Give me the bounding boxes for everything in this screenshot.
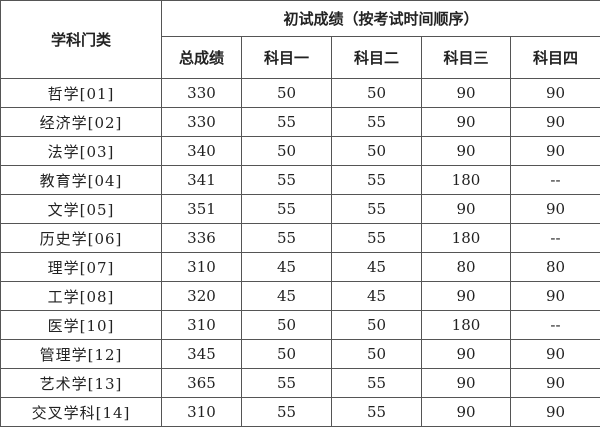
subject-2-cell: 50 xyxy=(332,311,422,340)
total-score-cell: 310 xyxy=(162,311,242,340)
subject-1-cell: 55 xyxy=(242,224,332,253)
subject-2-cell: 45 xyxy=(332,253,422,282)
subject-1-cell: 45 xyxy=(242,253,332,282)
discipline-cell: 工学[08] xyxy=(1,282,162,311)
subject-4-cell: 90 xyxy=(511,369,600,398)
subject-1-cell: 50 xyxy=(242,311,332,340)
subject-3-cell: 80 xyxy=(422,253,511,282)
discipline-cell: 经济学[02] xyxy=(1,108,162,137)
subject-3-cell: 90 xyxy=(422,369,511,398)
subject-2-cell: 55 xyxy=(332,224,422,253)
subject-3-cell: 90 xyxy=(422,195,511,224)
total-score-cell: 330 xyxy=(162,79,242,108)
column-header-subject-4: 科目四 xyxy=(511,37,600,79)
subject-4-cell: 90 xyxy=(511,398,600,427)
subject-3-cell: 90 xyxy=(422,108,511,137)
discipline-header: 学科门类 xyxy=(1,1,162,79)
subject-3-cell: 90 xyxy=(422,398,511,427)
subject-1-cell: 50 xyxy=(242,340,332,369)
column-header-total: 总成绩 xyxy=(162,37,242,79)
total-score-cell: 320 xyxy=(162,282,242,311)
total-score-cell: 365 xyxy=(162,369,242,398)
subject-2-cell: 55 xyxy=(332,166,422,195)
subject-4-cell: -- xyxy=(511,311,600,340)
discipline-cell: 医学[10] xyxy=(1,311,162,340)
total-score-cell: 310 xyxy=(162,253,242,282)
subject-1-cell: 55 xyxy=(242,369,332,398)
subject-4-cell: 90 xyxy=(511,282,600,311)
discipline-cell: 历史学[06] xyxy=(1,224,162,253)
subject-4-cell: 90 xyxy=(511,340,600,369)
subject-3-cell: 90 xyxy=(422,79,511,108)
subject-3-cell: 180 xyxy=(422,166,511,195)
subject-2-cell: 55 xyxy=(332,398,422,427)
subject-4-cell: 90 xyxy=(511,195,600,224)
subject-2-cell: 50 xyxy=(332,340,422,369)
subject-2-cell: 55 xyxy=(332,108,422,137)
total-score-cell: 340 xyxy=(162,137,242,166)
discipline-cell: 哲学[01] xyxy=(1,79,162,108)
subject-3-cell: 90 xyxy=(422,340,511,369)
subject-2-cell: 50 xyxy=(332,79,422,108)
discipline-cell: 管理学[12] xyxy=(1,340,162,369)
subject-1-cell: 55 xyxy=(242,398,332,427)
subject-4-cell: -- xyxy=(511,224,600,253)
subject-3-cell: 180 xyxy=(422,224,511,253)
subject-3-cell: 180 xyxy=(422,311,511,340)
discipline-cell: 教育学[04] xyxy=(1,166,162,195)
total-score-cell: 336 xyxy=(162,224,242,253)
subject-4-cell: 80 xyxy=(511,253,600,282)
subject-1-cell: 50 xyxy=(242,137,332,166)
subject-4-cell: 90 xyxy=(511,137,600,166)
subject-1-cell: 55 xyxy=(242,195,332,224)
subject-3-cell: 90 xyxy=(422,282,511,311)
subject-4-cell: 90 xyxy=(511,79,600,108)
subject-2-cell: 50 xyxy=(332,137,422,166)
discipline-cell: 文学[05] xyxy=(1,195,162,224)
subject-1-cell: 55 xyxy=(242,166,332,195)
subject-2-cell: 55 xyxy=(332,195,422,224)
header-row-group: 学科门类 初试成绩（按考试时间顺序） xyxy=(1,1,600,37)
subject-1-cell: 50 xyxy=(242,79,332,108)
subject-4-cell: 90 xyxy=(511,108,600,137)
total-score-cell: 310 xyxy=(162,398,242,427)
preliminary-score-header: 初试成绩（按考试时间顺序） xyxy=(162,1,600,37)
subject-2-cell: 55 xyxy=(332,369,422,398)
subject-4-cell: -- xyxy=(511,166,600,195)
subject-3-cell: 90 xyxy=(422,137,511,166)
total-score-cell: 351 xyxy=(162,195,242,224)
discipline-cell: 法学[03] xyxy=(1,137,162,166)
discipline-cell: 艺术学[13] xyxy=(1,369,162,398)
subject-2-cell: 45 xyxy=(332,282,422,311)
subject-1-cell: 45 xyxy=(242,282,332,311)
total-score-cell: 341 xyxy=(162,166,242,195)
column-header-subject-1: 科目一 xyxy=(242,37,332,79)
total-score-cell: 345 xyxy=(162,340,242,369)
discipline-cell: 交叉学科[14] xyxy=(1,398,162,427)
column-header-subject-2: 科目二 xyxy=(332,37,422,79)
discipline-cell: 理学[07] xyxy=(1,253,162,282)
column-header-subject-3: 科目三 xyxy=(422,37,511,79)
subject-1-cell: 55 xyxy=(242,108,332,137)
total-score-cell: 330 xyxy=(162,108,242,137)
